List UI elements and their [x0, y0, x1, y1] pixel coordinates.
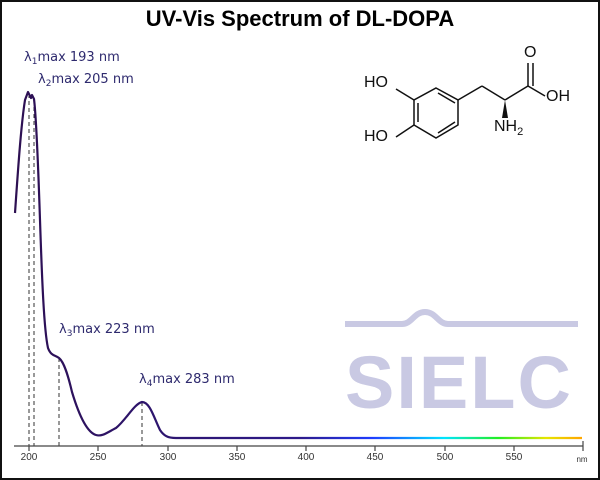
wedge-bond	[502, 100, 508, 118]
tick-label-400: 400	[297, 452, 315, 463]
chart-title: UV-Vis Spectrum of DL-DOPA	[145, 6, 455, 31]
annotation-lambda3: λ3max 223 nm	[59, 322, 155, 339]
tick-label-300: 300	[159, 452, 177, 463]
tick-label-550: 550	[505, 452, 523, 463]
annotation-lambda4: λ4max 283 nm	[139, 372, 235, 389]
oh-label: OH	[546, 88, 570, 105]
tick-label-200: 200	[20, 452, 38, 463]
tick-label-250: 250	[89, 452, 107, 463]
tick-label-350: 350	[228, 452, 246, 463]
annotation-lambda1: λ1max 193 nm	[24, 50, 120, 67]
dopa-structure	[395, 63, 546, 139]
ho-top-label: HO	[364, 74, 388, 91]
logo-swoosh	[345, 308, 578, 327]
axis-unit-label: nm	[576, 455, 588, 464]
peak-markers	[28, 94, 143, 446]
sielc-logo: SIELC	[345, 341, 573, 424]
annotation-lambda2: λ2max 205 nm	[38, 72, 134, 89]
ho-bottom-label: HO	[364, 128, 388, 145]
tick-label-500: 500	[436, 452, 454, 463]
amine-label: NH2	[494, 118, 524, 139]
carbonyl-o-label: O	[524, 44, 537, 61]
tick-label-450: 450	[366, 452, 384, 463]
spectrum-curve	[13, 90, 582, 440]
x-axis	[14, 441, 584, 451]
